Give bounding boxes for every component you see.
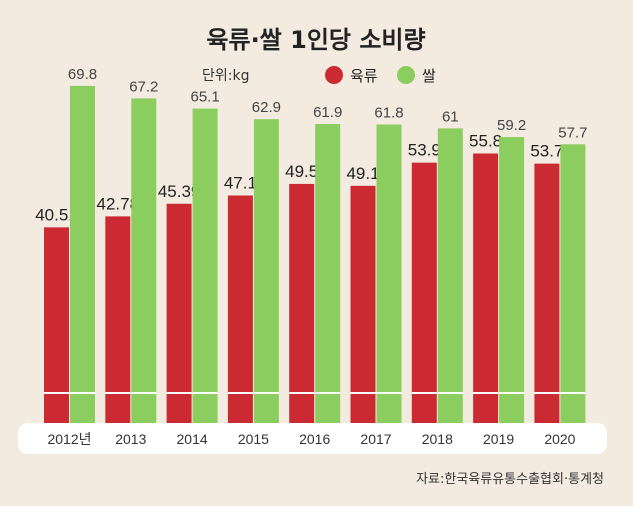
bar-meat-8 [534,163,560,423]
bar-break-rice-0 [70,392,95,394]
data-label-rice-1: 67.2 [129,78,158,95]
bar-break-rice-8 [560,392,586,394]
data-label-rice-6: 61 [442,108,459,125]
data-label-rice-5: 61.8 [374,105,403,122]
data-label-meat-2: 45.39 [158,182,201,201]
bar-break-meat-4 [289,392,315,394]
bar-break-rice-1 [131,392,157,394]
unit-label: 단위:kg [202,68,249,84]
bar-break-meat-3 [227,392,253,394]
bar-rice-6 [437,128,463,423]
bar-break-rice-5 [376,392,402,394]
bar-meat-3 [227,195,253,423]
bar-rice-8 [560,144,586,423]
x-tick-5: 2017 [360,431,391,447]
legend-meat-label: 육류 [350,67,378,85]
bar-meat-4 [289,183,315,423]
source-text: 자료:한국육류유통수출협회·통계청 [416,472,604,487]
x-tick-1: 2013 [115,431,146,447]
bar-rice-5 [376,124,402,424]
bar-meat-1 [105,216,131,423]
x-tick-4: 2016 [299,431,330,447]
data-label-meat-0: 40.51 [35,205,78,224]
x-tick-6: 2018 [422,431,453,447]
bar-rice-1 [131,98,157,423]
data-label-rice-2: 65.1 [190,89,219,106]
data-label-meat-7: 55.8 [469,131,502,150]
bar-rice-0 [70,85,95,423]
axis-band [18,423,607,454]
data-label-rice-0: 69.8 [68,66,97,83]
bar-break-meat-7 [473,392,499,394]
x-tick-2: 2014 [177,431,208,447]
bar-meat-2 [166,203,192,423]
bar-break-meat-2 [166,392,192,394]
bar-break-meat-8 [534,392,560,394]
bar-meat-6 [411,162,437,423]
x-tick-3: 2015 [238,431,269,447]
legend-rice-label: 쌀 [422,67,436,85]
bar-rice-2 [192,108,218,423]
bar-meat-0 [44,227,69,423]
bar-meat-5 [350,185,376,423]
x-tick-group: 2012년 2013 2014 2015 2016 2017 2018 2019 2020 [47,431,575,447]
data-label-rice-8: 57.7 [558,124,587,141]
data-label-meat-3: 47.1 [224,174,257,193]
data-label-meat-1: 42.78 [97,194,140,213]
bars-group: 40.51 69.8 42.78 67.2 45.39 65.1 47.1 62.9 49.5 6… [35,66,588,424]
x-tick-0: 2012년 [47,431,91,447]
bar-break-meat-5 [350,392,376,394]
legend-rice-swatch [397,66,415,84]
x-tick-7: 2019 [483,431,514,447]
bar-break-rice-2 [192,392,218,394]
data-label-rice-3: 62.9 [252,99,281,116]
data-label-meat-5: 49.1 [346,164,379,183]
chart-title: 육류·쌀 1인당 소비량 [206,26,425,54]
data-label-meat-8: 53.7 [530,142,563,161]
data-label-meat-6: 53.9 [408,141,441,160]
bar-rice-3 [253,119,279,424]
bar-meat-7 [473,153,499,423]
bar-break-rice-6 [437,392,463,394]
legend-meat-swatch [325,66,343,84]
bar-break-meat-6 [411,392,437,394]
data-label-rice-4: 61.9 [313,104,342,121]
data-label-meat-4: 49.5 [285,162,318,181]
bar-rice-4 [315,124,341,423]
bar-break-rice-3 [253,392,279,394]
bar-break-meat-1 [105,392,131,394]
data-label-rice-7: 59.2 [497,117,526,134]
bar-break-meat-0 [44,392,69,394]
bar-rice-7 [499,137,525,423]
bar-break-rice-7 [499,392,525,394]
x-tick-8: 2020 [544,431,575,447]
bar-break-rice-4 [315,392,341,394]
